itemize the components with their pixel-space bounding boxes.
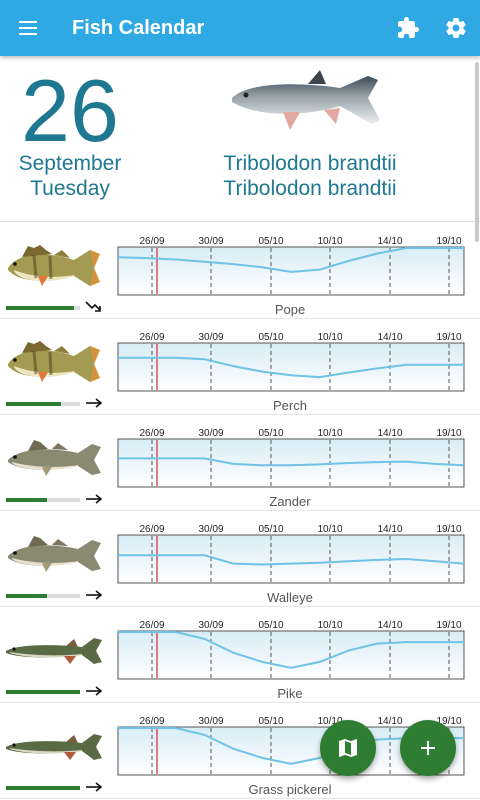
date-tick-label: 26/09 [139,620,164,631]
date-tick-label: 14/10 [377,524,402,535]
trend-flat-icon [86,494,103,504]
date-tick-label: 05/10 [258,620,283,631]
date-tick-label: 10/10 [317,236,342,247]
plus-icon [421,741,435,755]
activity-bar-fill [6,594,47,598]
activity-chart: 26/09 30/09 05/10 10/10 14/10 19/10 [117,620,465,680]
map-icon [339,739,357,757]
date-tick-label: 30/09 [198,620,223,631]
date-tick-label: 30/09 [198,428,223,439]
fish-row[interactable]: 26/09 30/09 05/10 10/10 14/10 19/10 Pike [0,606,480,703]
fish-name: Perch [273,398,307,413]
activity-bar-fill [6,786,80,790]
activity-bar [6,402,80,406]
month-name: September [18,152,122,175]
date-tick-label: 26/09 [139,524,164,535]
fish-image [6,638,102,664]
add-button[interactable] [400,720,456,776]
fish-image [6,734,102,760]
date-tick-label: 26/09 [139,332,164,343]
date-tick-label: 19/10 [436,524,461,535]
date-tick-label: 05/10 [258,332,283,343]
date-tick-label: 10/10 [317,428,342,439]
puzzle-icon[interactable] [396,16,420,40]
date-tick-label: 19/10 [436,236,461,247]
activity-bar [6,306,80,310]
date-header: 26 September Tuesday Tribolodon brandtii… [0,56,480,222]
activity-bar [6,786,80,790]
app-title: Fish Calendar [72,17,205,39]
date-tick-label: 30/09 [198,332,223,343]
date-tick-label: 14/10 [377,428,402,439]
activity-bar [6,690,80,694]
gear-icon[interactable] [444,16,468,40]
fish-row[interactable]: 26/09 30/09 05/10 10/10 14/10 19/10 Pope [0,222,480,319]
activity-bar-fill [6,498,47,502]
trend-flat-icon [86,398,103,408]
date-tick-label: 19/10 [436,620,461,631]
weekday-name: Tuesday [30,177,110,200]
fish-name: Zander [269,494,311,509]
activity-chart: 26/09 30/09 05/10 10/10 14/10 19/10 [117,332,465,392]
app-bar: Fish Calendar [0,0,480,56]
trend-flat-icon [86,782,103,792]
date-tick-label: 14/10 [377,236,402,247]
trend-flat-icon [86,686,103,696]
date-tick-label: 19/10 [436,428,461,439]
featured-fish-image [232,70,380,130]
date-tick-label: 30/09 [198,524,223,535]
map-button[interactable] [320,720,376,776]
date-tick-label: 05/10 [258,236,283,247]
date-tick-label: 30/09 [198,236,223,247]
scrollbar[interactable] [475,62,479,242]
day-number: 26 [21,61,119,160]
date-tick-label: 05/10 [258,428,283,439]
date-tick-label: 26/09 [139,716,164,727]
date-tick-label: 30/09 [198,716,223,727]
fish-row[interactable]: 26/09 30/09 05/10 10/10 14/10 19/10 Perch [0,318,480,415]
fish-image [8,440,101,476]
fish-name: Grass pickerel [248,782,332,797]
date-tick-label: 14/10 [377,620,402,631]
activity-bar-fill [6,402,61,406]
activity-bar-fill [6,306,75,310]
date-tick-label: 05/10 [258,716,283,727]
date-tick-label: 10/10 [317,716,342,727]
date-tick-label: 19/10 [436,332,461,343]
fish-name: Pope [274,302,306,317]
date-tick-label: 26/09 [139,236,164,247]
fish-image [8,341,100,382]
date-tick-label: 05/10 [258,524,283,535]
fish-row[interactable]: 26/09 30/09 05/10 10/10 14/10 19/10 Zander [0,414,480,511]
fish-image [8,536,101,572]
fish-name: Pike [277,686,303,701]
fish-row[interactable]: 26/09 30/09 05/10 10/10 14/10 19/10 Walleye [0,510,480,607]
activity-bar [6,498,80,502]
activity-bar-fill [6,690,80,694]
trend-down-icon [85,301,101,312]
date-tick-label: 26/09 [139,428,164,439]
date-tick-label: 10/10 [317,524,342,535]
date-tick-label: 14/10 [377,332,402,343]
featured-species-latin: Tribolodon brandtii [223,177,397,200]
menu-icon[interactable] [16,16,40,40]
activity-chart: 26/09 30/09 05/10 10/10 14/10 19/10 [117,524,465,584]
date-tick-label: 19/10 [436,716,461,727]
activity-chart: 26/09 30/09 05/10 10/10 14/10 19/10 [117,236,465,296]
fish-image [8,245,100,286]
featured-species-name: Tribolodon brandtii [223,152,397,175]
trend-flat-icon [86,590,103,600]
date-tick-label: 14/10 [377,716,402,727]
fish-name: Walleye [267,590,313,605]
activity-bar [6,594,80,598]
date-tick-label: 10/10 [317,332,342,343]
activity-chart: 26/09 30/09 05/10 10/10 14/10 19/10 [117,428,465,488]
date-tick-label: 10/10 [317,620,342,631]
